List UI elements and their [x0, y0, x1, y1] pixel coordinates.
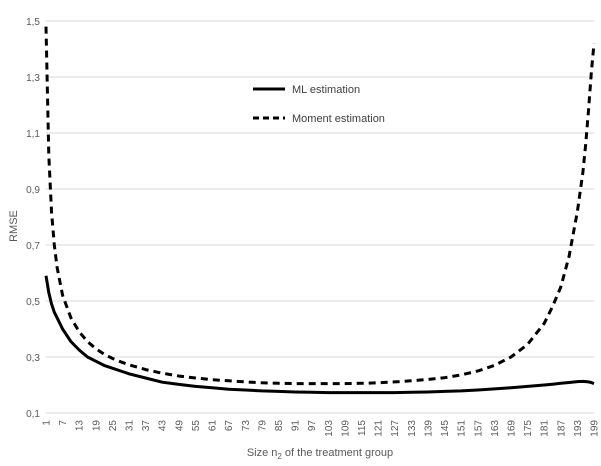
y-tick-label: 0,1 [26, 409, 40, 420]
y-tick-label: 1,5 [26, 17, 40, 28]
x-tick-label: 1 [42, 420, 53, 426]
x-tick-label: 61 [208, 420, 219, 432]
x-tick-label: 181 [540, 420, 551, 437]
series-lines [44, 26, 596, 395]
x-tick-label: 175 [523, 420, 534, 437]
legend-moment-label: Moment estimation [292, 113, 385, 125]
x-tick-label: 25 [108, 420, 119, 432]
x-tick-label: 43 [158, 420, 169, 432]
x-tick-label: 133 [407, 420, 418, 437]
y-tick-label: 0,3 [26, 353, 40, 364]
y-axis-tick-labels: 0,1 0,3 0,5 0,7 0,9 1,1 1,3 1,5 [26, 17, 40, 420]
x-tick-label: 187 [556, 420, 567, 437]
x-tick-label: 115 [357, 420, 368, 436]
x-tick-label: 151 [457, 420, 468, 437]
x-tick-label: 103 [324, 420, 335, 437]
x-tick-label: 163 [490, 420, 501, 437]
x-tick-label: 157 [473, 420, 484, 437]
x-axis-tick-labels: 1 7 13 19 25 31 37 43 49 55 61 67 73 79 85 91 97 103 109 11… [42, 420, 601, 437]
x-tick-label: 19 [91, 420, 102, 432]
y-axis-title: RMSE [8, 210, 20, 242]
x-tick-label: 109 [340, 420, 351, 437]
x-tick-label: 97 [307, 420, 318, 432]
x-tick-label: 127 [390, 420, 401, 437]
y-tick-label: 0,7 [26, 241, 40, 252]
y-tick-label: 0,9 [26, 185, 40, 196]
y-tick-label: 0,5 [26, 297, 40, 308]
x-tick-label: 199 [590, 420, 601, 437]
x-tick-label: 85 [274, 420, 285, 432]
ml-estimation-line [44, 275, 595, 395]
x-tick-label: 79 [257, 420, 268, 432]
x-tick-label: 31 [125, 420, 136, 432]
x-tick-label: 91 [291, 420, 302, 432]
x-tick-label: 67 [224, 420, 235, 432]
legend: ML estimation Moment estimation [253, 84, 385, 125]
horizontal-gridlines [46, 20, 594, 414]
x-tick-label: 7 [58, 420, 69, 426]
x-tick-label: 13 [75, 420, 86, 432]
x-tick-label: 55 [191, 420, 202, 432]
x-tick-label: 73 [241, 420, 252, 432]
x-tick-label: 139 [423, 420, 434, 437]
y-tick-label: 1,1 [26, 129, 40, 140]
x-tick-label: 37 [141, 420, 152, 432]
x-tick-label: 49 [174, 420, 185, 432]
x-tick-label: 169 [506, 420, 517, 437]
legend-ml-label: ML estimation [292, 84, 360, 96]
x-tick-label: 145 [440, 420, 451, 437]
moment-estimation-line [44, 26, 596, 386]
y-tick-label: 1,3 [26, 73, 40, 84]
x-axis-title: Size n2 of the treatment group [247, 447, 393, 461]
x-tick-label: 193 [573, 420, 584, 437]
x-tick-label: 121 [374, 420, 385, 437]
